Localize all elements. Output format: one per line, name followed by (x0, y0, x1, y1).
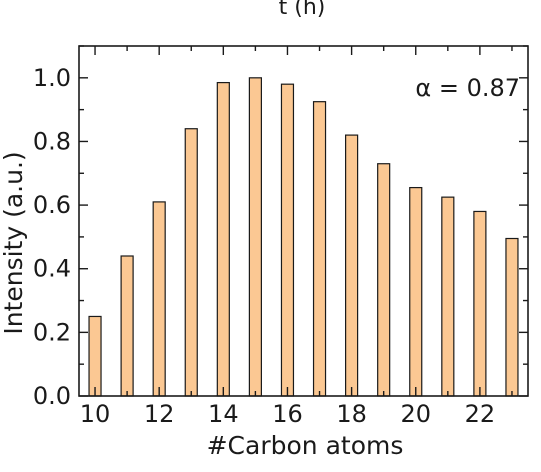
y-axis-label: Intensity (a.u.) (0, 151, 28, 334)
bar-13 (184, 128, 198, 397)
x-axis-label: #Carbon atoms (207, 431, 404, 460)
bar-17 (312, 101, 327, 397)
bar-21 (441, 196, 455, 397)
y-tick-label: 0.0 (33, 382, 71, 410)
y-axis-ticks: 0.0 0.2 0.4 0.6 0.8 1.0 (33, 45, 528, 410)
bar-12 (152, 201, 166, 397)
top-title: t (h) (279, 0, 326, 20)
x-tick-label: 18 (336, 400, 367, 428)
bar-22 (473, 210, 487, 397)
bar-23 (505, 237, 519, 397)
bar-11 (120, 255, 134, 397)
bar-10 (88, 315, 102, 397)
bars-group (88, 77, 519, 397)
bar-18 (345, 134, 359, 397)
bar-14 (216, 81, 230, 397)
y-tick-label: 0.2 (33, 318, 71, 346)
x-tick-label: 10 (80, 400, 111, 428)
bar-15 (248, 77, 262, 397)
x-tick-label: 16 (272, 400, 303, 428)
x-tick-label: 20 (400, 400, 431, 428)
alpha-annotation: α = 0.87 (415, 74, 520, 102)
bar-20 (409, 186, 423, 397)
bar-16 (280, 83, 295, 397)
x-tick-label: 12 (144, 400, 175, 428)
x-tick-label: 22 (465, 400, 496, 428)
y-tick-label: 0.4 (33, 255, 71, 283)
x-tick-label: 14 (208, 400, 239, 428)
y-tick-label: 0.6 (33, 191, 71, 219)
x-axis-ticks: 10 12 14 16 18 20 22 (80, 46, 513, 428)
y-tick-label: 1.0 (33, 64, 71, 92)
plot-frame (78, 45, 529, 397)
bar-19 (377, 163, 391, 397)
y-tick-label: 0.8 (33, 127, 71, 155)
